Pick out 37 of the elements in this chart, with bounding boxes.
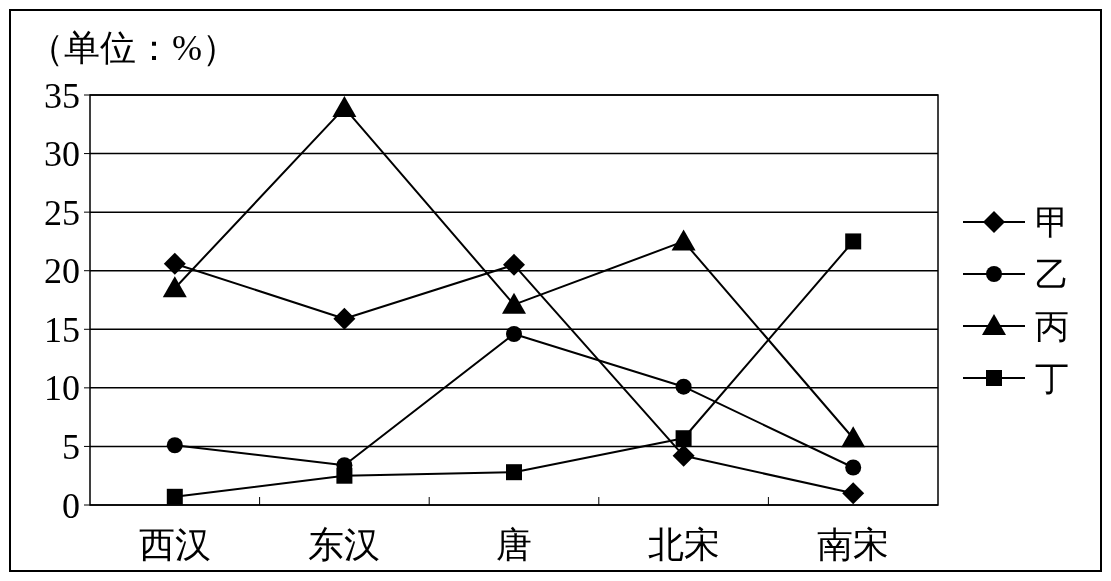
x-tick-label: 西汉 bbox=[138, 525, 211, 565]
point bbox=[166, 488, 183, 505]
y-axis-title: （单位：%） bbox=[28, 28, 238, 68]
point bbox=[672, 444, 695, 467]
y-tick-label: 5 bbox=[62, 427, 80, 468]
legend-label: 甲 bbox=[1035, 203, 1069, 241]
point bbox=[671, 229, 696, 251]
legend-label: 丙 bbox=[1035, 307, 1069, 345]
point bbox=[506, 464, 522, 481]
x-tick-label: 唐 bbox=[496, 525, 532, 565]
point bbox=[841, 426, 866, 448]
legend-label: 丁 bbox=[1035, 359, 1069, 397]
point bbox=[163, 252, 186, 275]
point bbox=[503, 253, 525, 276]
point bbox=[675, 378, 692, 395]
point bbox=[336, 467, 353, 484]
y-tick-label: 25 bbox=[44, 192, 80, 233]
y-tick-label: 10 bbox=[44, 368, 80, 409]
point bbox=[162, 276, 187, 298]
y-tick-label: 0 bbox=[62, 485, 80, 526]
point bbox=[845, 459, 862, 476]
x-tick-label: 东汉 bbox=[308, 525, 381, 565]
legend-label: 乙 bbox=[1035, 255, 1069, 293]
point bbox=[506, 325, 522, 342]
x-tick-label: 南宋 bbox=[817, 525, 890, 565]
point bbox=[502, 292, 526, 314]
y-tick-label: 35 bbox=[44, 75, 80, 116]
point bbox=[842, 482, 865, 505]
point bbox=[332, 95, 357, 117]
point bbox=[333, 307, 356, 330]
y-tick-label: 30 bbox=[44, 134, 80, 175]
point bbox=[166, 437, 183, 454]
y-tick-label: 20 bbox=[44, 251, 80, 292]
point bbox=[845, 233, 862, 250]
y-tick-label: 15 bbox=[44, 309, 80, 350]
point bbox=[675, 430, 692, 447]
x-tick-label: 北宋 bbox=[647, 525, 720, 565]
